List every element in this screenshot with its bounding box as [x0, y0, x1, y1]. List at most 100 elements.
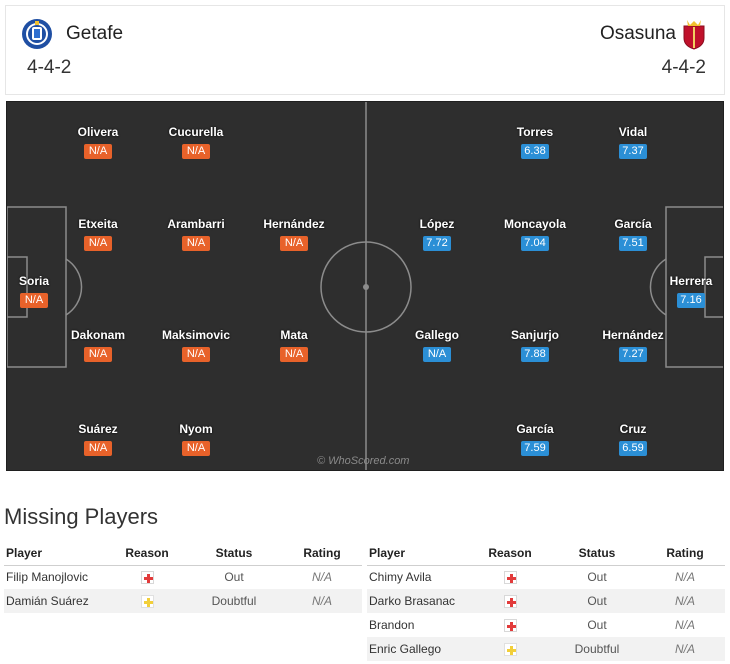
- player-name: Torres: [516, 125, 554, 139]
- away-player-def-1[interactable]: Vidal 7.37: [585, 125, 681, 159]
- column-header-player[interactable]: Player: [367, 541, 471, 566]
- player-name: Gallego: [414, 328, 459, 342]
- home-player-def-4[interactable]: Suárez N/A: [50, 422, 146, 456]
- player-name: Cruz: [619, 422, 647, 436]
- missing-player-name[interactable]: Damián Suárez: [4, 589, 108, 613]
- player-rating-badge: N/A: [84, 347, 112, 362]
- player-name: Soria: [18, 274, 49, 288]
- player-rating-badge: 7.88: [521, 347, 549, 362]
- home-player-gk[interactable]: Soria N/A: [7, 274, 82, 308]
- missing-rating: N/A: [282, 589, 362, 613]
- player-rating-badge: 6.59: [619, 441, 647, 456]
- injury-icon: [503, 571, 517, 585]
- away-player-mid-1[interactable]: Torres 6.38: [487, 125, 583, 159]
- table-row: Filip Manojlovic Out N/A: [4, 565, 362, 589]
- table-row: Darko Brasanac Out N/A: [367, 589, 725, 613]
- column-header-status[interactable]: Status: [186, 541, 282, 566]
- pitch: Soria N/A Olivera N/A Etxeita N/A Dakona…: [6, 101, 724, 471]
- away-player-fwd-2[interactable]: Gallego N/A: [389, 328, 485, 362]
- player-rating-badge: 7.59: [521, 441, 549, 456]
- player-name: Vidal: [618, 125, 648, 139]
- player-rating-badge: 7.51: [619, 236, 647, 251]
- away-team-name[interactable]: Osasuna: [599, 23, 676, 44]
- table-row: Chimy Avila Out N/A: [367, 565, 725, 589]
- missing-rating: N/A: [645, 637, 725, 661]
- player-name: Cucurella: [168, 125, 224, 139]
- player-rating-badge: 7.72: [423, 236, 451, 251]
- player-rating-badge: N/A: [20, 293, 48, 308]
- player-name: Maksimovic: [161, 328, 231, 342]
- missing-player-name[interactable]: Darko Brasanac: [367, 589, 471, 613]
- away-player-mid-2[interactable]: Moncayola 7.04: [487, 217, 583, 251]
- away-player-mid-4[interactable]: García 7.59: [487, 422, 583, 456]
- player-rating-badge: N/A: [280, 236, 308, 251]
- missing-player-name[interactable]: Enric Gallego: [367, 637, 471, 661]
- injury-icon: [503, 595, 517, 609]
- missing-player-name[interactable]: Brandon: [369, 618, 415, 632]
- player-rating-badge: N/A: [182, 236, 210, 251]
- home-player-fwd-1[interactable]: Hernández N/A: [246, 217, 342, 251]
- column-header-status[interactable]: Status: [549, 541, 645, 566]
- player-rating-badge: 7.37: [619, 144, 647, 159]
- player-name: Sanjurjo: [510, 328, 559, 342]
- player-name: Moncayola: [503, 217, 566, 231]
- away-missing-table: Player Reason Status Rating Chimy Avila …: [367, 541, 725, 661]
- missing-player-name[interactable]: Chimy Avila: [369, 570, 432, 585]
- match-header: Getafe 4-4-2 Osasuna 4-4-2: [5, 5, 725, 95]
- player-rating-badge: N/A: [182, 441, 210, 456]
- away-player-mid-3[interactable]: Sanjurjo 7.88: [487, 328, 583, 362]
- player-name: Etxeita: [78, 217, 118, 231]
- home-player-mid-2[interactable]: Arambarri N/A: [148, 217, 244, 251]
- player-name: Suárez: [78, 422, 118, 436]
- player-name: López: [419, 217, 455, 231]
- player-rating-badge: 7.16: [677, 293, 705, 308]
- table-header-row: Player Reason Status Rating: [4, 541, 362, 566]
- player-name: García: [614, 217, 652, 231]
- home-player-fwd-2[interactable]: Mata N/A: [246, 328, 342, 362]
- column-header-reason[interactable]: Reason: [108, 541, 186, 566]
- player-name: Mata: [280, 328, 308, 342]
- away-player-def-3[interactable]: Hernández 7.27: [585, 328, 681, 362]
- home-player-mid-1[interactable]: Cucurella N/A: [148, 125, 244, 159]
- getafe-crest-icon[interactable]: [21, 18, 53, 50]
- missing-status: Out: [224, 570, 244, 585]
- column-header-rating[interactable]: Rating: [282, 541, 362, 566]
- pitch-lines: [7, 102, 723, 470]
- doubtful-icon: [503, 643, 517, 657]
- table-row: Brandon Out N/A: [367, 613, 725, 637]
- home-player-def-1[interactable]: Olivera N/A: [50, 125, 146, 159]
- player-rating-badge: N/A: [182, 347, 210, 362]
- player-name: Hernández: [602, 328, 664, 342]
- column-header-player[interactable]: Player: [4, 541, 108, 566]
- player-name: Olivera: [77, 125, 119, 139]
- missing-player-name[interactable]: Filip Manojlovic: [6, 570, 89, 585]
- away-player-fwd-1[interactable]: López 7.72: [389, 217, 485, 251]
- player-name: Arambarri: [167, 217, 225, 231]
- home-player-mid-3[interactable]: Maksimovic N/A: [148, 328, 244, 362]
- player-name: Dakonam: [70, 328, 126, 342]
- player-rating-badge: 7.04: [521, 236, 549, 251]
- player-rating-badge: N/A: [84, 236, 112, 251]
- away-player-def-4[interactable]: Cruz 6.59: [585, 422, 681, 456]
- away-player-gk[interactable]: Herrera 7.16: [643, 274, 723, 308]
- home-missing-table: Player Reason Status Rating Filip Manojl…: [4, 541, 362, 613]
- home-player-def-3[interactable]: Dakonam N/A: [50, 328, 146, 362]
- missing-status: Out: [587, 618, 607, 632]
- player-name: García: [516, 422, 554, 436]
- missing-status: Doubtful: [549, 637, 645, 661]
- missing-rating: N/A: [645, 589, 725, 613]
- whoscored-watermark: © WhoScored.com: [317, 455, 410, 467]
- player-rating-badge: N/A: [423, 347, 451, 362]
- column-header-rating[interactable]: Rating: [645, 541, 725, 566]
- column-header-reason[interactable]: Reason: [471, 541, 549, 566]
- home-team-name[interactable]: Getafe: [66, 23, 124, 44]
- player-name: Herrera: [669, 274, 713, 288]
- home-player-def-2[interactable]: Etxeita N/A: [50, 217, 146, 251]
- missing-rating: N/A: [674, 570, 695, 585]
- injury-icon: [503, 619, 517, 633]
- player-rating-badge: N/A: [280, 347, 308, 362]
- home-player-mid-4[interactable]: Nyom N/A: [148, 422, 244, 456]
- player-rating-badge: 7.27: [619, 347, 647, 362]
- away-player-def-2[interactable]: García 7.51: [585, 217, 681, 251]
- osasuna-crest-icon[interactable]: [678, 18, 710, 50]
